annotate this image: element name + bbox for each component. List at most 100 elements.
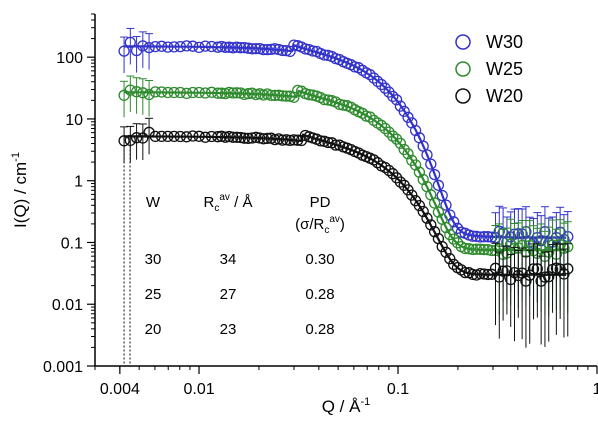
data-point [467, 230, 479, 242]
series-w25 [118, 75, 574, 319]
data-point [474, 243, 486, 255]
table-cell: 0.28 [305, 286, 334, 303]
legend-label-w20: W20 [486, 86, 523, 106]
data-point [486, 268, 498, 280]
data-point [314, 135, 327, 147]
data-point [137, 87, 149, 99]
data-point [250, 42, 262, 55]
data-point [162, 41, 174, 53]
table-header-2: PD [310, 194, 331, 211]
data-point [318, 93, 330, 106]
data-point [383, 164, 395, 177]
data-point [212, 87, 224, 99]
series-w20 [118, 117, 574, 348]
data-point [459, 266, 471, 279]
y-tick-label: 1 [74, 174, 83, 191]
data-point [474, 231, 486, 243]
data-point [250, 131, 262, 143]
data-point [288, 91, 300, 103]
data-point [307, 45, 319, 57]
data-point [288, 134, 300, 146]
data-point [174, 86, 186, 99]
data-point [432, 206, 445, 218]
data-point [383, 126, 395, 138]
data-point [193, 41, 205, 54]
data-point [330, 139, 342, 151]
table-cell: 23 [220, 321, 237, 338]
data-point [223, 130, 235, 143]
data-point [231, 87, 243, 99]
data-point [149, 86, 161, 98]
data-point [187, 86, 199, 99]
data-point [124, 36, 136, 49]
data-point [440, 221, 452, 234]
data-point [168, 86, 180, 99]
y-tick-label: 0.01 [52, 297, 83, 314]
table-header-0: W [146, 194, 161, 211]
table-header-pd-sub: (σ/Rcav) [295, 214, 345, 236]
data-point [246, 43, 258, 55]
data-point [417, 173, 429, 186]
data-point [368, 72, 380, 84]
data-point [387, 130, 399, 142]
data-point [227, 131, 239, 143]
data-point [199, 87, 211, 99]
data-point [482, 231, 494, 243]
data-point [448, 216, 460, 228]
data-point [299, 43, 311, 55]
data-point [155, 86, 168, 98]
data-point [180, 131, 193, 143]
data-point [212, 131, 224, 143]
data-marks [118, 27, 574, 366]
data-point [276, 90, 289, 102]
parameter-table: W Rcav / Å PD (σ/Rcav) 30 34 0.30 25 27 0.28 20 23 0… [145, 192, 345, 338]
data-point [482, 244, 494, 256]
table-cell: 30 [145, 251, 162, 268]
data-point [174, 130, 186, 143]
data-point [436, 240, 448, 253]
data-point [337, 99, 349, 111]
data-point [168, 41, 180, 53]
data-point [242, 42, 254, 54]
legend-marker-w20 [455, 88, 471, 104]
table-cell: 20 [145, 321, 162, 338]
data-point [417, 205, 429, 218]
legend: W30 W25 W20 [455, 32, 523, 106]
data-point [333, 98, 346, 111]
data-point [379, 122, 391, 135]
data-point [242, 87, 254, 100]
data-point [478, 243, 490, 256]
data-point [379, 161, 391, 174]
data-point [539, 271, 551, 283]
data-point [257, 133, 270, 145]
legend-label-w30: W30 [486, 32, 523, 52]
table-cell: 25 [145, 286, 162, 303]
data-point [227, 87, 239, 99]
data-point [250, 88, 262, 101]
data-point [482, 268, 494, 281]
x-tick-label: 0.004 [100, 381, 140, 398]
data-point [261, 132, 273, 145]
data-point [463, 243, 475, 255]
table-cell: 27 [220, 286, 237, 303]
data-point [284, 134, 296, 147]
data-point [155, 130, 168, 143]
data-point [143, 126, 155, 138]
data-point [402, 148, 414, 160]
data-point [246, 132, 258, 144]
data-point [238, 132, 251, 144]
data-point [486, 231, 498, 243]
data-point [421, 149, 433, 161]
data-point [486, 244, 498, 257]
data-point [227, 42, 239, 54]
data-point [470, 243, 483, 255]
data-point [234, 42, 247, 54]
data-point [242, 132, 254, 145]
data-point [234, 131, 247, 144]
data-point [497, 265, 509, 277]
data-point [269, 43, 281, 55]
data-point [531, 263, 543, 275]
data-point [349, 61, 361, 73]
